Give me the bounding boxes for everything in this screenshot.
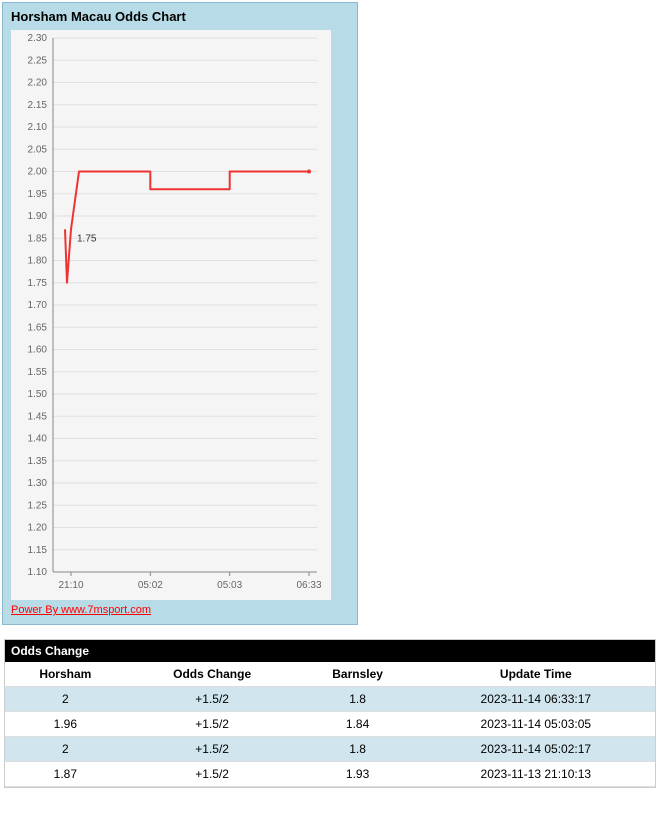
table-cell: 1.8 <box>299 687 417 712</box>
svg-text:05:02: 05:02 <box>138 580 163 591</box>
odds-change-header: Odds Change <box>5 640 655 662</box>
odds-line-chart: 2.30 2.25 2.20 2.15 2.10 2.05 2.00 1.95 1.90 1.85… <box>11 30 331 600</box>
svg-text:2.00: 2.00 <box>28 167 48 178</box>
svg-text:1.40: 1.40 <box>28 434 48 445</box>
svg-text:2.25: 2.25 <box>28 55 48 66</box>
svg-text:1.95: 1.95 <box>28 189 48 200</box>
table-cell: 2 <box>5 687 126 712</box>
svg-text:1.90: 1.90 <box>28 211 48 222</box>
svg-text:1.25: 1.25 <box>28 500 48 511</box>
table-row: 1.87+1.5/21.932023-11-13 21:10:13 <box>5 762 655 787</box>
svg-text:1.80: 1.80 <box>28 256 48 267</box>
chart-title: Horsham Macau Odds Chart <box>11 9 349 24</box>
table-cell: +1.5/2 <box>126 737 299 762</box>
svg-text:1.35: 1.35 <box>28 456 48 467</box>
svg-text:1.20: 1.20 <box>28 523 48 534</box>
col-update-time: Update Time <box>417 662 655 687</box>
table-cell: 1.87 <box>5 762 126 787</box>
svg-text:1.55: 1.55 <box>28 367 48 378</box>
svg-text:1.75: 1.75 <box>77 233 97 244</box>
table-cell: 1.93 <box>299 762 417 787</box>
chart-panel: Horsham Macau Odds Chart 2.30 2.25 2.20 2.1… <box>2 2 358 625</box>
table-row: 1.96+1.5/21.842023-11-14 05:03:05 <box>5 712 655 737</box>
svg-text:1.10: 1.10 <box>28 567 48 578</box>
svg-text:1.70: 1.70 <box>28 300 48 311</box>
table-cell: 2023-11-14 06:33:17 <box>417 687 655 712</box>
table-body: 2+1.5/21.82023-11-14 06:33:171.96+1.5/21… <box>5 687 655 787</box>
table-row: 2+1.5/21.82023-11-14 05:02:17 <box>5 737 655 762</box>
svg-text:1.65: 1.65 <box>28 322 48 333</box>
table-cell: 2023-11-13 21:10:13 <box>417 762 655 787</box>
svg-text:1.15: 1.15 <box>28 545 48 556</box>
svg-text:2.05: 2.05 <box>28 144 48 155</box>
table-cell: 1.96 <box>5 712 126 737</box>
table-row: 2+1.5/21.82023-11-14 06:33:17 <box>5 687 655 712</box>
svg-text:05:03: 05:03 <box>217 580 242 591</box>
svg-text:2.10: 2.10 <box>28 122 48 133</box>
odds-change-panel: Odds Change Horsham Odds Change Barnsley… <box>4 639 656 788</box>
col-barnsley: Barnsley <box>299 662 417 687</box>
svg-text:2.30: 2.30 <box>28 33 48 44</box>
table-header-row: Horsham Odds Change Barnsley Update Time <box>5 662 655 687</box>
col-horsham: Horsham <box>5 662 126 687</box>
svg-text:21:10: 21:10 <box>58 580 83 591</box>
svg-text:06:33: 06:33 <box>296 580 321 591</box>
svg-text:1.30: 1.30 <box>28 478 48 489</box>
table-cell: 1.8 <box>299 737 417 762</box>
odds-change-table: Horsham Odds Change Barnsley Update Time… <box>5 662 655 787</box>
table-cell: +1.5/2 <box>126 687 299 712</box>
table-cell: 1.84 <box>299 712 417 737</box>
svg-text:1.60: 1.60 <box>28 345 48 356</box>
table-cell: +1.5/2 <box>126 712 299 737</box>
table-cell: 2 <box>5 737 126 762</box>
svg-text:2.15: 2.15 <box>28 100 48 111</box>
table-cell: 2023-11-14 05:02:17 <box>417 737 655 762</box>
svg-text:1.50: 1.50 <box>28 389 48 400</box>
col-odds-change: Odds Change <box>126 662 299 687</box>
table-cell: +1.5/2 <box>126 762 299 787</box>
chart-area: 2.30 2.25 2.20 2.15 2.10 2.05 2.00 1.95 1.90 1.85… <box>11 30 331 600</box>
power-by-link[interactable]: Power By www.7msport.com <box>11 604 349 616</box>
svg-text:1.85: 1.85 <box>28 233 48 244</box>
svg-text:2.20: 2.20 <box>28 78 48 89</box>
svg-text:1.75: 1.75 <box>28 278 48 289</box>
table-cell: 2023-11-14 05:03:05 <box>417 712 655 737</box>
svg-text:1.45: 1.45 <box>28 411 48 422</box>
